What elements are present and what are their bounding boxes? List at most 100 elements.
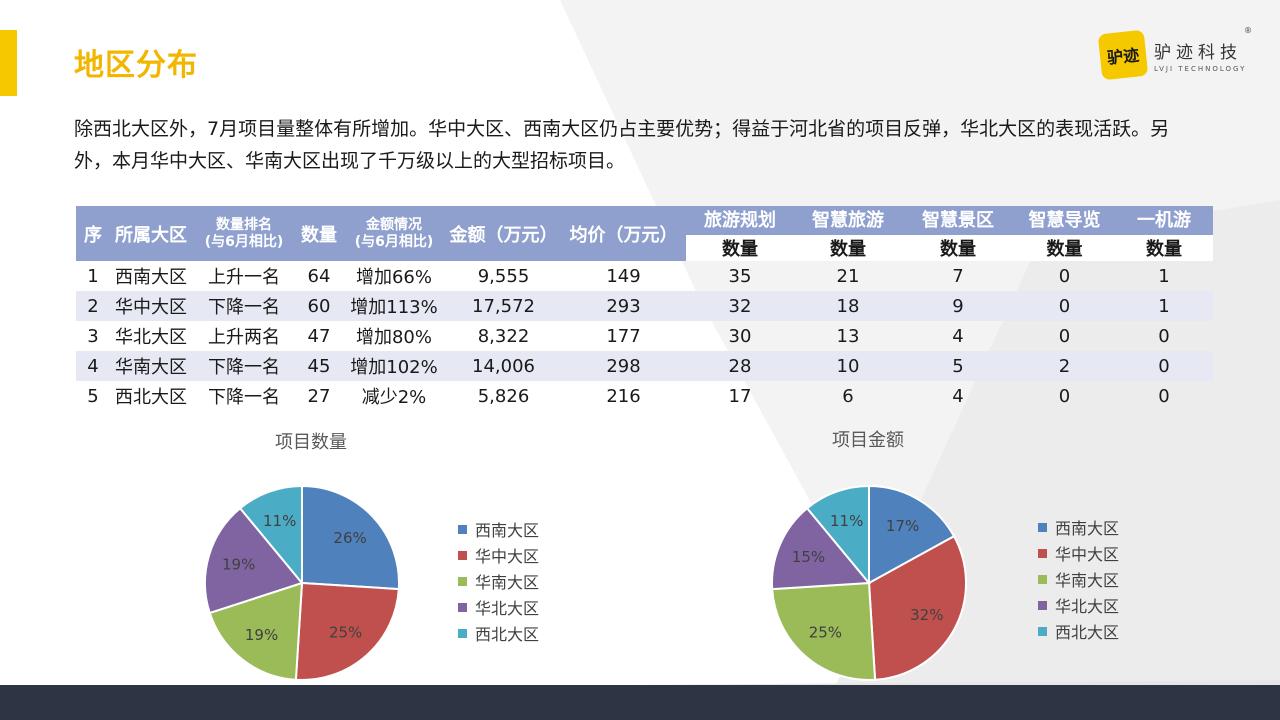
legend-item: 西北大区 — [1038, 618, 1119, 644]
legend-item: 西北大区 — [458, 620, 539, 646]
cell-smart-scenic: 7 — [952, 265, 964, 287]
cell-travel-planning: 32 — [686, 291, 794, 321]
cell-amount-change: 增加66% — [355, 267, 432, 288]
cell-avg: 149 — [606, 265, 641, 287]
header-amount-change: 金额情况 (与6月相比) — [342, 206, 446, 261]
cell-smart-tourism: 13 — [836, 325, 860, 347]
cell-amount-change: 增加113% — [342, 291, 446, 321]
legend-label: 西南大区 — [475, 521, 540, 540]
legend-item: 华北大区 — [458, 594, 539, 620]
pie-data-label: 11% — [263, 512, 296, 530]
cell-rank: 下降一名 — [192, 291, 296, 321]
cell-index: 4 — [76, 351, 110, 381]
cell-rank: 上升两名 — [208, 327, 280, 348]
pie-slice-华南大区 — [208, 581, 304, 681]
logo-name-cn: 驴迹科技 — [1154, 42, 1242, 63]
cell-avg: 216 — [606, 385, 641, 407]
cell-amount-change: 增加80% — [355, 327, 432, 348]
cell-index: 1 — [87, 265, 99, 287]
header-smart-guide: 智慧导览 数量 — [1014, 206, 1115, 261]
pie-slice-西北大区 — [805, 484, 870, 586]
header-index: 序 — [76, 206, 110, 261]
header-amount: 金额（万元） — [446, 206, 561, 261]
cell-count: 27 — [307, 385, 331, 407]
cell-amount: 9,555 — [477, 265, 530, 287]
cell-index: 3 — [87, 325, 99, 347]
cell-index: 5 — [87, 385, 99, 407]
pie-slice-西南大区 — [868, 484, 956, 585]
pie-data-label: 19% — [222, 556, 255, 574]
legend-swatch — [1038, 600, 1047, 610]
cell-smart-guide: 0 — [1014, 291, 1115, 321]
legend-swatch — [458, 576, 467, 586]
legend-count: 西南大区华中大区华南大区华北大区 西北大区 — [458, 516, 539, 646]
cell-rank: 下降一名 — [192, 351, 296, 381]
cell-smart-tourism: 10 — [794, 351, 902, 381]
cell-avg: 177 — [606, 325, 641, 347]
legend-swatch — [458, 550, 467, 560]
legend-item: 华南大区 — [1038, 566, 1119, 592]
legend-label: 华南大区 — [1055, 571, 1120, 590]
legend-item: 西南大区 — [1038, 514, 1119, 540]
cell-avg: 298 — [561, 351, 686, 381]
legend-label: 西南大区 — [1055, 519, 1120, 538]
header-one-app-tour: 一机游 数量 — [1115, 206, 1213, 261]
company-logo: 驴迹 驴迹科技 LVJI TECHNOLOGY — [1097, 29, 1247, 81]
table-row: 5 西北大区 下降一名 27 减少2% 5,826 216 17 6 4 0 0 — [76, 381, 1213, 411]
cell-smart-scenic: 9 — [902, 291, 1014, 321]
pie-slice-华南大区 — [771, 581, 877, 681]
pie-slice-华中大区 — [294, 581, 400, 681]
table-row: 4 华南大区 下降一名 45 增加102% 14,006 298 28 10 5… — [76, 351, 1213, 381]
header-smart-tourism: 智慧旅游 数量 — [794, 206, 902, 261]
pie-slice-华中大区 — [867, 534, 967, 681]
cell-one-app-tour: 1 — [1158, 265, 1170, 287]
legend-amount: 西南大区 华中大区 华南大区 华北大区 西北大区 — [1038, 514, 1119, 644]
legend-label: 华中大区 — [475, 547, 540, 566]
pie-slice-华北大区 — [771, 506, 872, 591]
cell-index: 2 — [76, 291, 110, 321]
legend-item: 华中大区 — [458, 542, 539, 568]
legend-label: 西北大区 — [1055, 623, 1120, 642]
cell-region: 华中大区 — [110, 291, 192, 321]
legend-swatch — [1038, 574, 1047, 584]
pie-chart-amount: 17% 32% 25% 15% 11% — [771, 484, 967, 681]
cell-amount-change: 减少2% — [361, 387, 427, 408]
pie-data-label: 19% — [245, 626, 278, 644]
legend-label: 华南大区 — [475, 573, 540, 592]
legend-item: 华南大区 — [458, 568, 539, 594]
cell-smart-scenic: 4 — [952, 325, 964, 347]
cell-rank: 下降一名 — [208, 387, 280, 408]
pie-data-label: 15% — [792, 548, 825, 566]
cell-smart-guide: 0 — [1058, 325, 1071, 347]
cell-count: 47 — [307, 325, 331, 347]
pie-data-label: 17% — [886, 517, 919, 535]
cell-travel-planning: 28 — [686, 351, 794, 381]
logo-name-en: LVJI TECHNOLOGY — [1154, 64, 1247, 73]
cell-one-app-tour: 0 — [1115, 351, 1213, 381]
cell-one-app-tour: 1 — [1115, 291, 1213, 321]
header-rank: 数量排名 (与6月相比) — [192, 206, 296, 261]
cell-smart-scenic: 5 — [902, 351, 1014, 381]
pie-slice-华北大区 — [204, 506, 304, 615]
chart-title-amount: 项目金额 — [832, 430, 904, 451]
legend-item: 西南大区 — [458, 516, 539, 542]
cell-travel-planning: 17 — [728, 385, 752, 407]
cell-smart-guide: 2 — [1014, 351, 1115, 381]
legend-swatch — [458, 628, 467, 638]
cell-rank: 上升一名 — [208, 267, 280, 288]
cell-region: 华北大区 — [115, 327, 187, 348]
cell-region: 西南大区 — [115, 267, 187, 288]
cell-smart-guide: 0 — [1058, 265, 1071, 287]
legend-item: 华北大区 — [1038, 592, 1119, 618]
cell-region: 西北大区 — [115, 387, 187, 408]
cell-avg: 293 — [561, 291, 686, 321]
pie-slice-西南大区 — [301, 484, 400, 591]
pie-slice-西北大区 — [238, 484, 303, 586]
cell-one-app-tour: 0 — [1158, 385, 1170, 407]
cell-amount: 5,826 — [477, 385, 530, 407]
pie-data-label: 11% — [830, 512, 863, 530]
page-title: 地区分布 — [74, 48, 198, 83]
cell-smart-tourism: 21 — [836, 265, 860, 287]
pie-chart-count: 26% 25% 19% 19% 11% — [204, 484, 400, 681]
cell-amount: 8,322 — [477, 325, 530, 347]
